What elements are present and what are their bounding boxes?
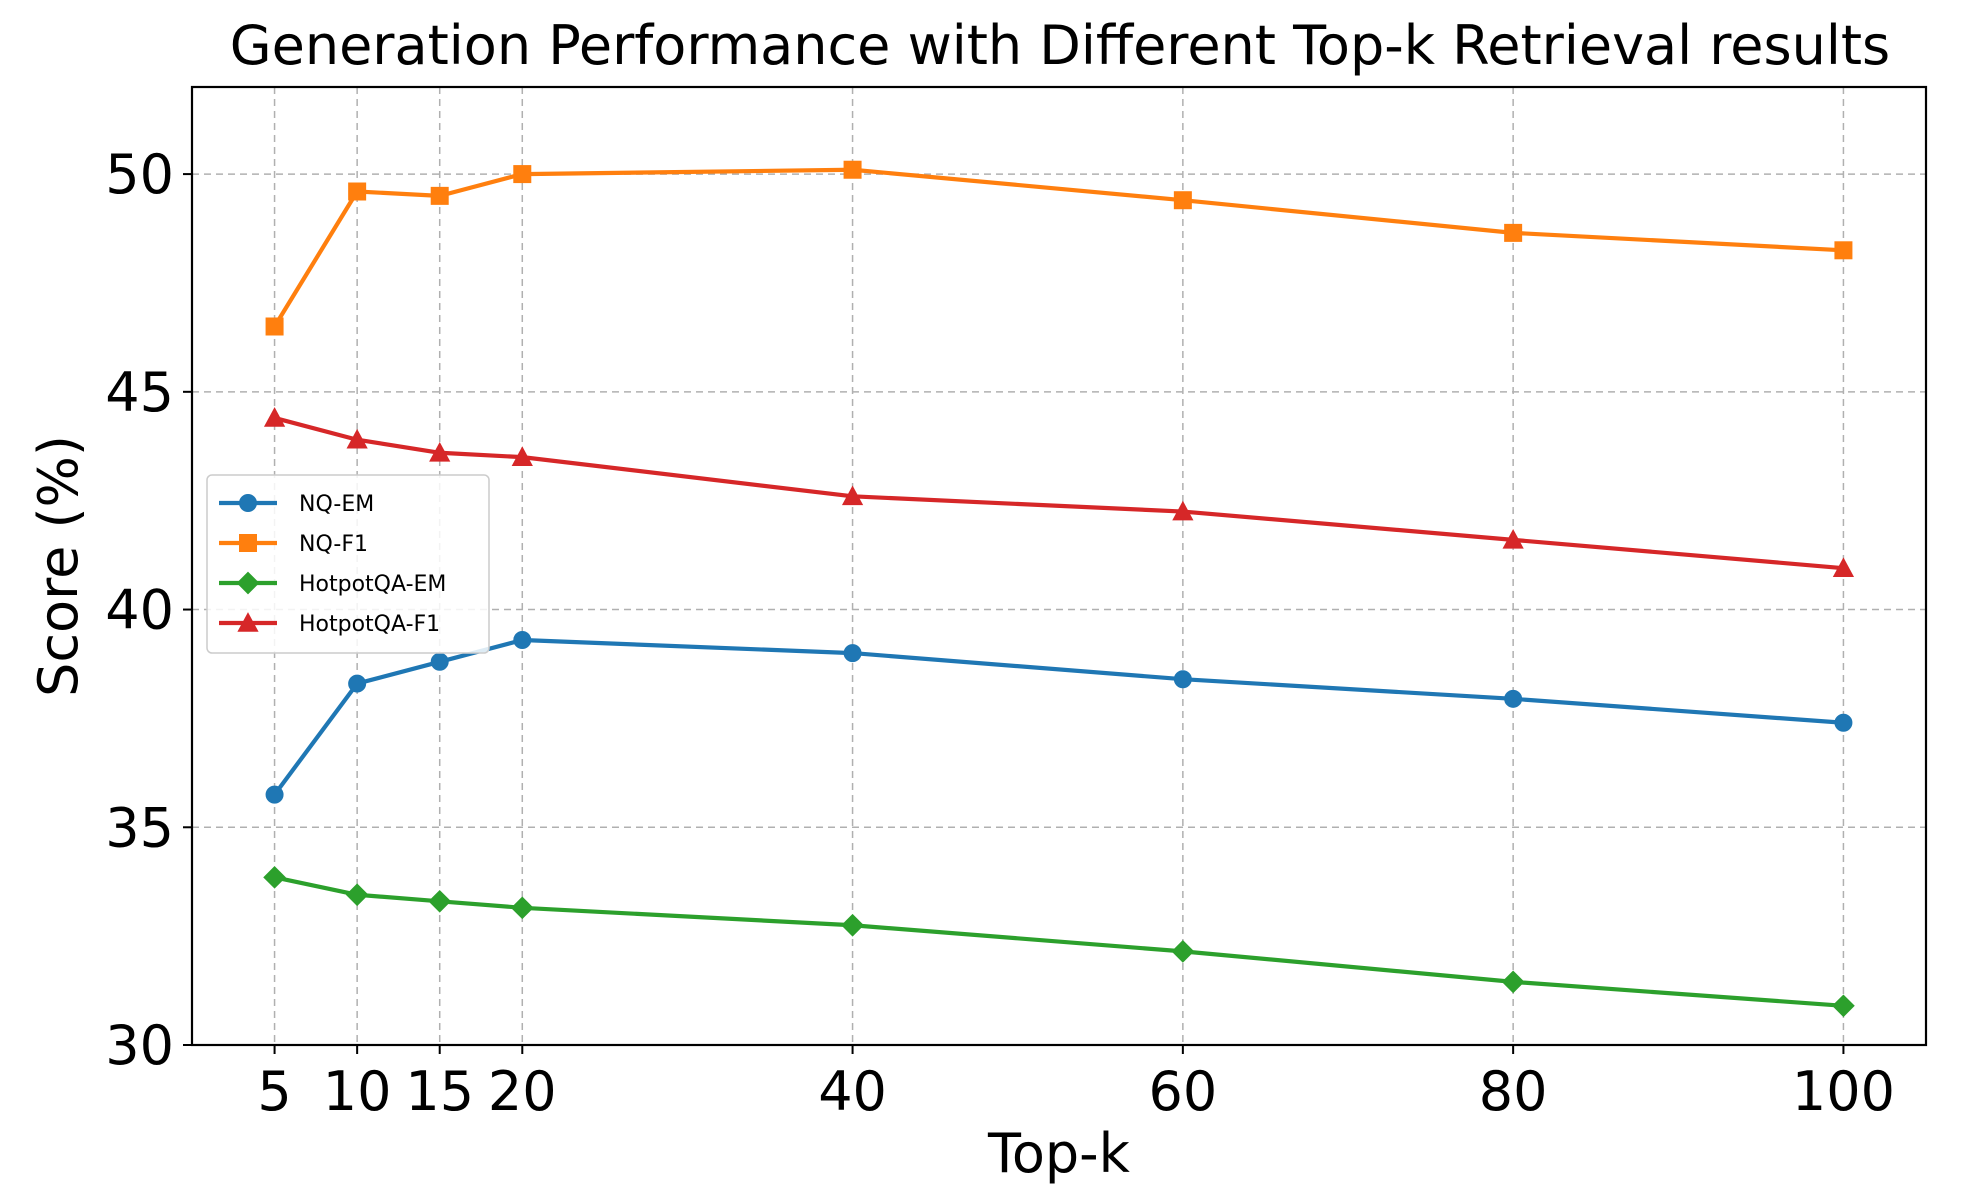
legend: NQ-EM NQ-F1 HotpotQA-EM HotpotQA-F1: [206, 474, 490, 654]
x-tick-label: 10: [323, 1060, 392, 1123]
legend-label: NQ-EM: [299, 492, 374, 517]
data-point: [430, 186, 449, 205]
legend-item: NQ-F1: [219, 532, 368, 557]
data-point: [511, 446, 533, 466]
series-hotpotqa-f1: [263, 407, 1855, 577]
legend-swatch-marker: [239, 534, 257, 552]
legend-frame: [206, 474, 490, 654]
data-point: [1172, 500, 1194, 521]
legend-label: HotpotQA-F1: [299, 612, 440, 637]
y-tick-label: 50: [105, 143, 174, 206]
y-axis-label: Score (%): [27, 435, 90, 697]
y-tick-label: 30: [105, 1014, 174, 1077]
y-tick-label: 35: [105, 796, 174, 859]
data-point: [1173, 191, 1192, 210]
data-point: [841, 913, 864, 937]
y-axis-ticks: 30 35 40 45 50: [105, 143, 192, 1077]
legend-swatch-marker: [237, 612, 259, 632]
data-point: [513, 165, 532, 184]
series-nq-f1: [265, 160, 1853, 336]
data-point: [843, 160, 862, 179]
data-point: [428, 889, 452, 913]
legend-item: HotpotQA-EM: [219, 571, 446, 597]
legend-swatch-marker: [236, 571, 260, 595]
legend-label: HotpotQA-EM: [299, 572, 446, 597]
series-line: [274, 875, 1844, 1008]
x-tick-label: 40: [818, 1060, 887, 1123]
data-point: [348, 674, 367, 693]
x-tick-label: 100: [1792, 1060, 1895, 1123]
data-point: [1501, 970, 1525, 994]
data-point: [843, 644, 862, 663]
x-tick-label: 5: [257, 1060, 291, 1123]
series-line: [272, 167, 1844, 328]
y-tick-label: 45: [105, 361, 174, 424]
series-line: [274, 415, 1844, 571]
data-point: [1504, 689, 1523, 708]
x-axis-ticks: 5 10 15 20 40 60 80 100: [257, 1045, 1895, 1123]
data-point: [263, 407, 286, 427]
data-point: [1834, 713, 1853, 732]
data-point: [265, 785, 284, 804]
data-point: [1832, 557, 1855, 577]
data-point: [429, 441, 451, 462]
data-point: [1173, 670, 1192, 689]
data-point: [1504, 223, 1523, 242]
x-axis-label: Top-k: [987, 1122, 1131, 1185]
data-point: [513, 631, 532, 650]
data-point: [1832, 994, 1855, 1018]
data-point: [510, 896, 534, 920]
data-point: [348, 182, 367, 201]
y-tick-label: 40: [105, 579, 174, 642]
plot-frame: [190, 85, 1928, 1047]
data-point: [430, 652, 449, 671]
x-tick-label: 60: [1148, 1060, 1217, 1123]
x-tick-label: 15: [405, 1060, 474, 1123]
legend-swatch-marker: [239, 494, 257, 512]
legend-label: NQ-F1: [299, 532, 368, 557]
data-point: [345, 883, 369, 907]
data-point: [1834, 241, 1853, 260]
data-point: [841, 485, 864, 506]
chart-title: Generation Performance with Different To…: [230, 14, 1890, 77]
x-tick-label: 20: [488, 1060, 557, 1123]
data-point: [263, 866, 286, 889]
data-point: [346, 428, 368, 449]
legend-item: NQ-EM: [219, 492, 374, 517]
data-point: [1171, 940, 1195, 963]
data-point: [265, 317, 284, 336]
series-line: [272, 637, 1844, 796]
legend-item: HotpotQA-F1: [219, 612, 440, 637]
grid-lines: [192, 87, 1926, 1046]
data-point: [1502, 529, 1524, 549]
series-hotpotqa-em: [263, 866, 1855, 1018]
x-tick-label: 80: [1479, 1060, 1548, 1123]
